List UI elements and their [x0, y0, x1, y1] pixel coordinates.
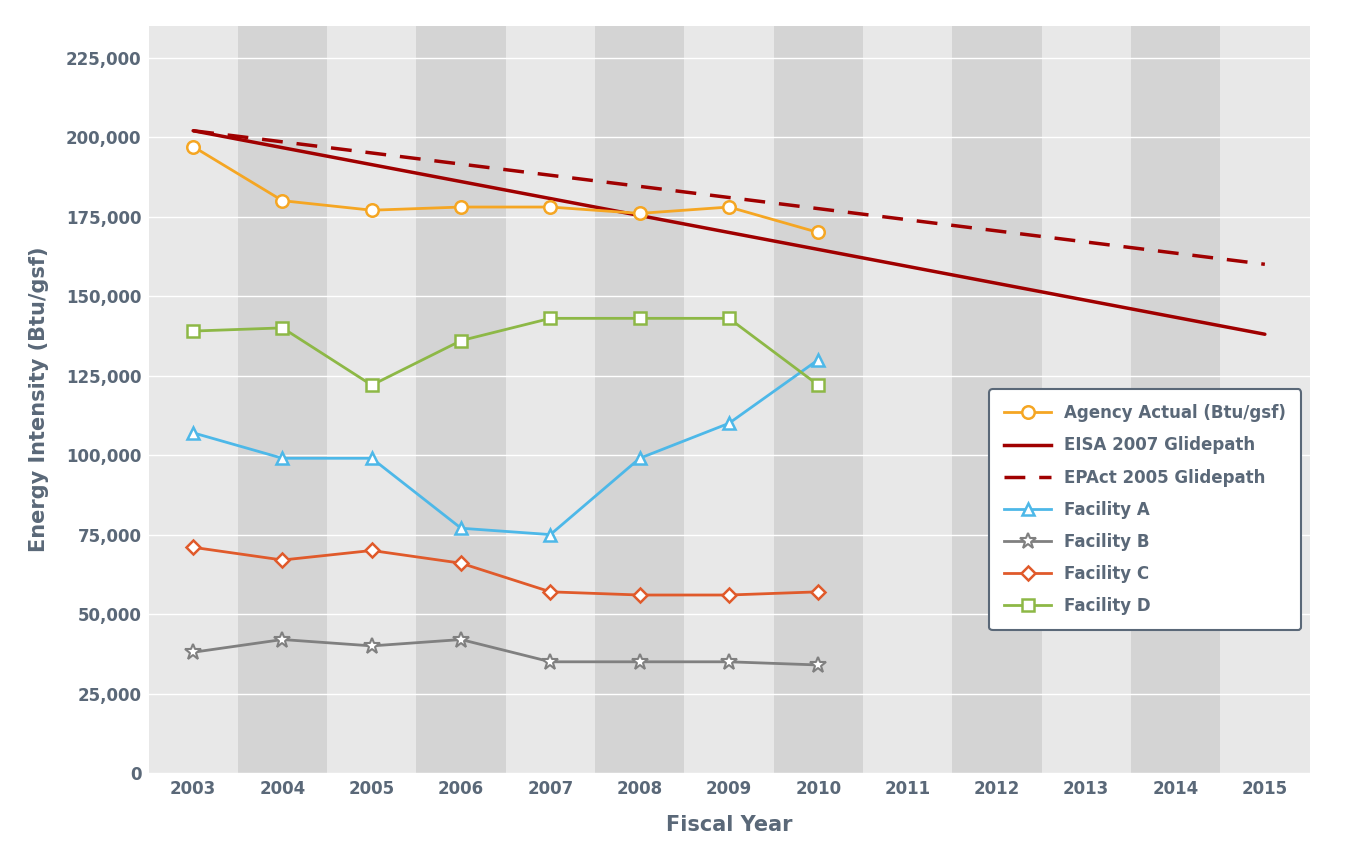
Legend: Agency Actual (Btu/gsf), EISA 2007 Glidepath, EPAct 2005 Glidepath, Facility A, : Agency Actual (Btu/gsf), EISA 2007 Glide…: [990, 389, 1301, 631]
Bar: [416, 26, 506, 773]
Bar: [684, 26, 774, 773]
Bar: [327, 26, 416, 773]
Bar: [952, 26, 1042, 773]
X-axis label: Fiscal Year: Fiscal Year: [666, 814, 792, 835]
Y-axis label: Energy Intensity (Btu/gsf): Energy Intensity (Btu/gsf): [30, 247, 49, 552]
Bar: [774, 26, 863, 773]
Bar: [1042, 26, 1131, 773]
Bar: [1220, 26, 1310, 773]
Bar: [238, 26, 327, 773]
Bar: [148, 26, 238, 773]
Bar: [595, 26, 684, 773]
Bar: [863, 26, 952, 773]
Bar: [1131, 26, 1220, 773]
Bar: [506, 26, 595, 773]
